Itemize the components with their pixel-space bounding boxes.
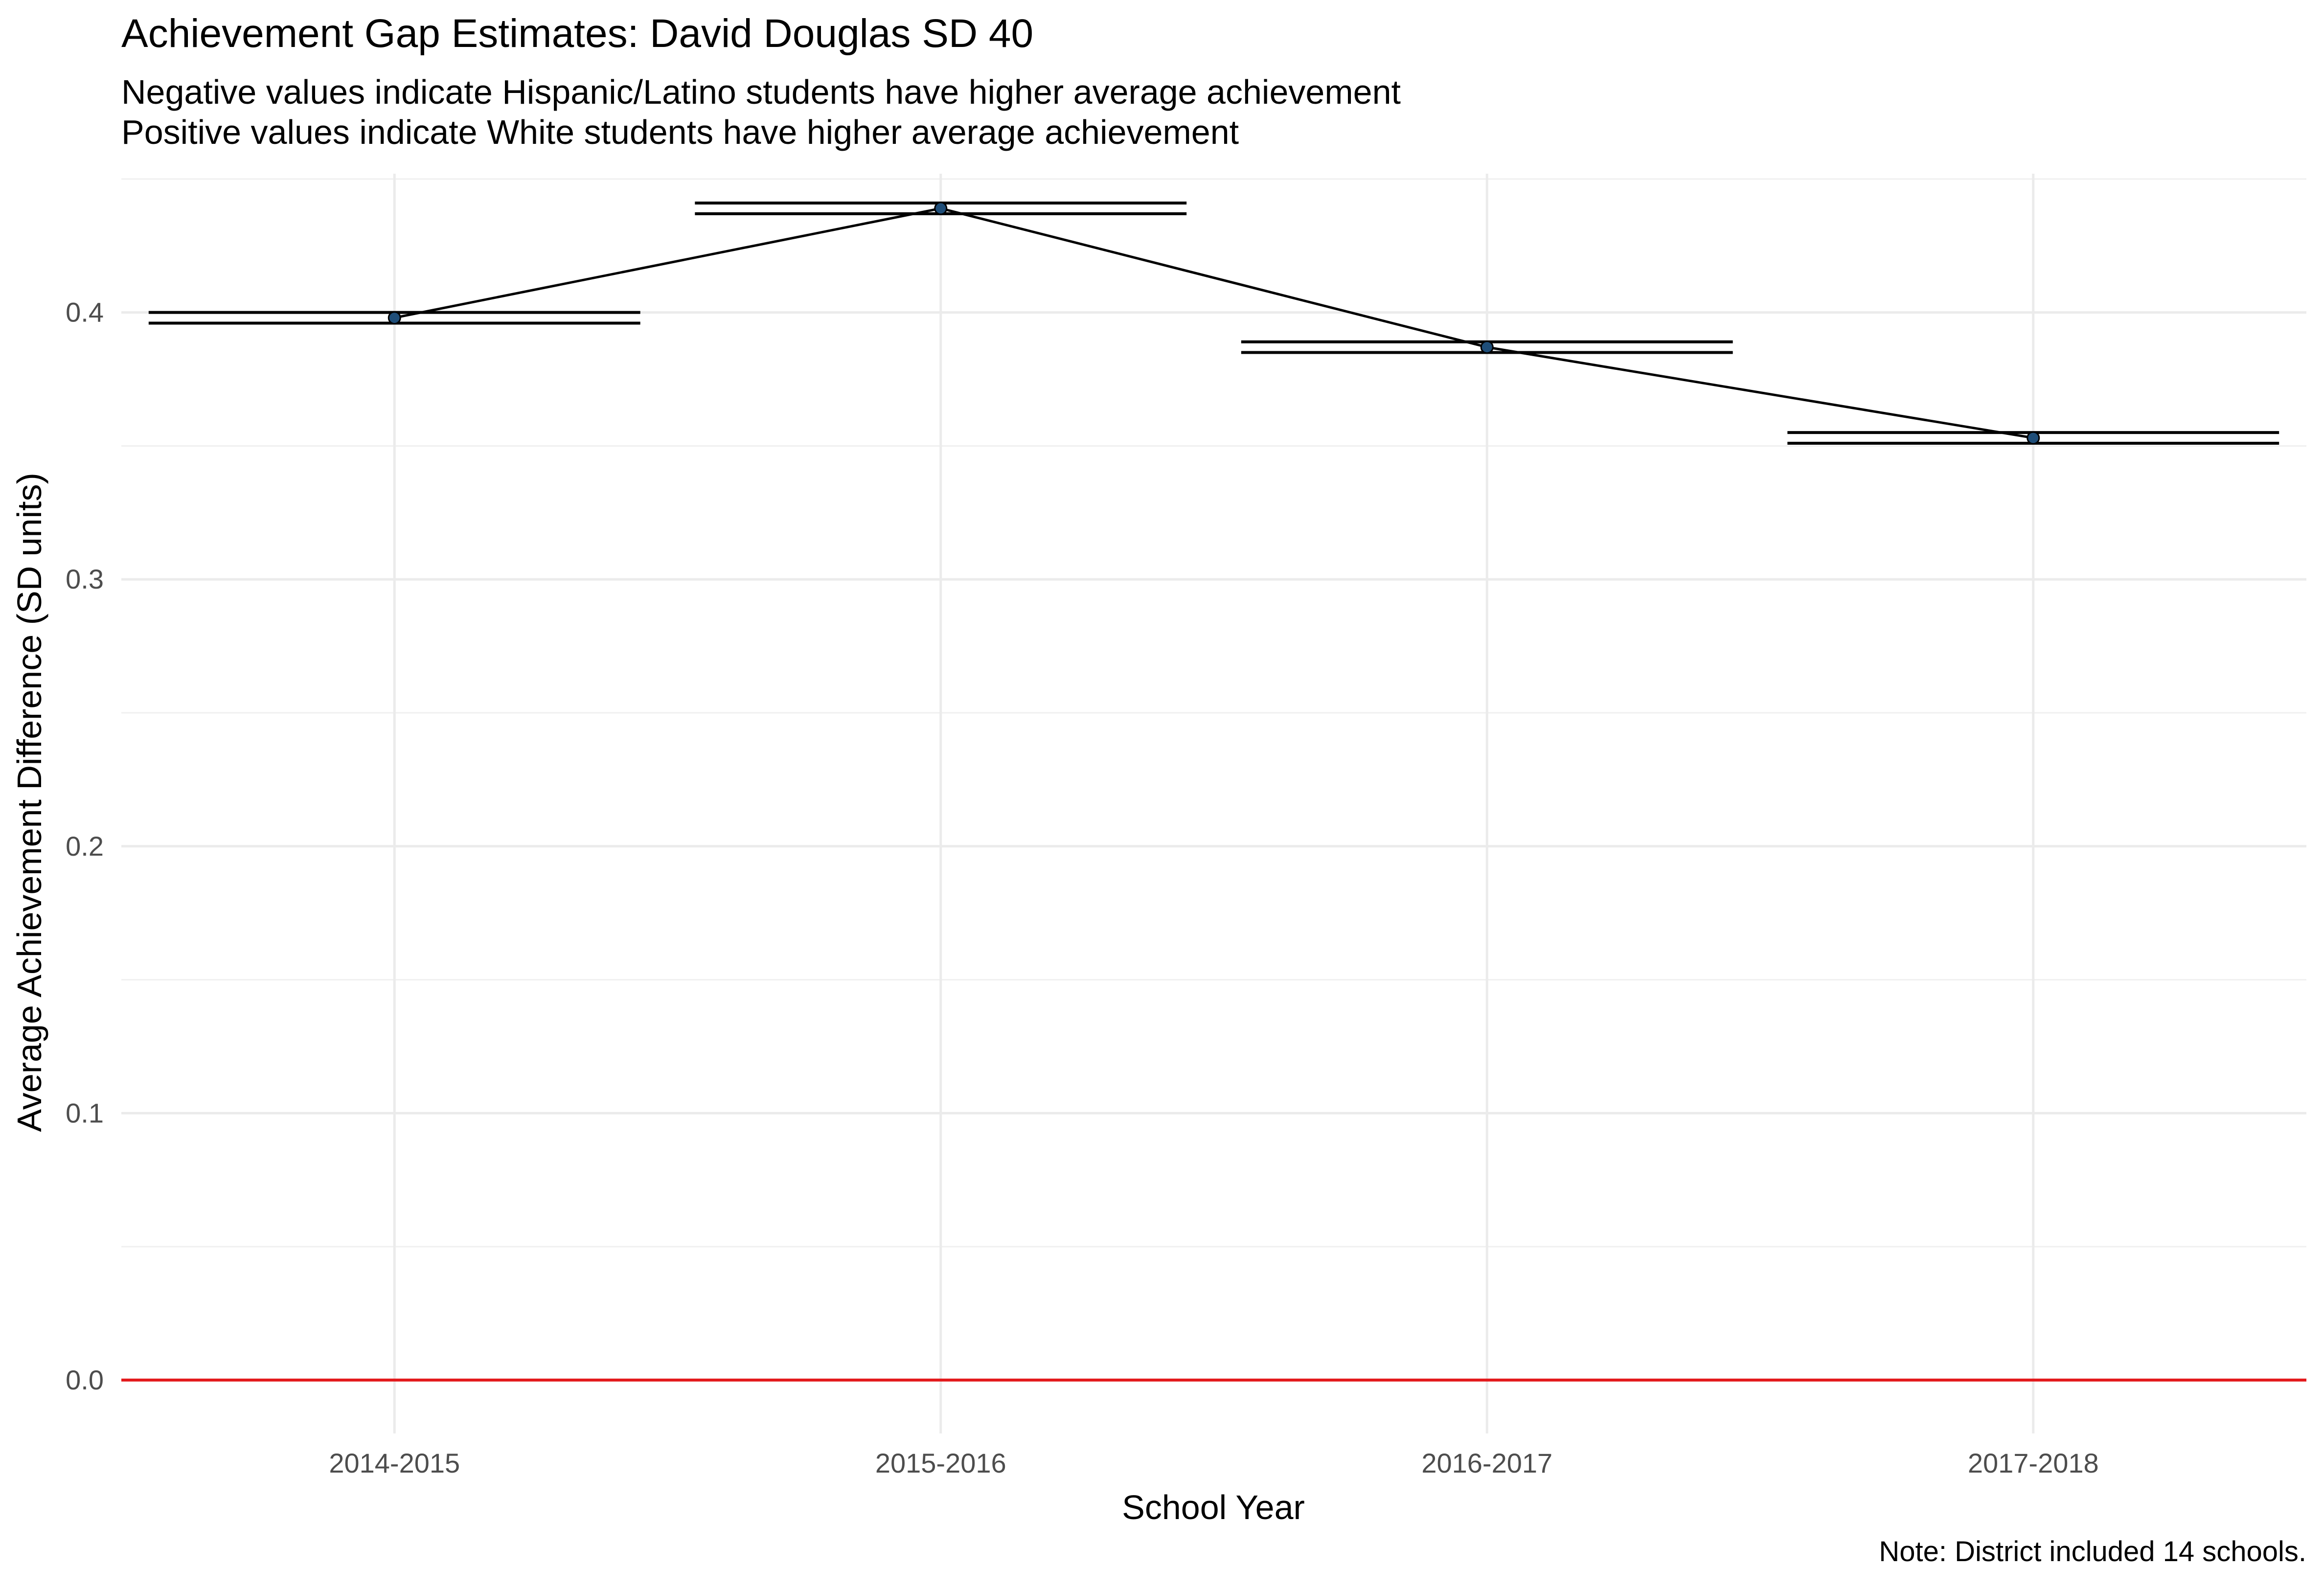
chart-title: Achievement Gap Estimates: David Douglas… [121, 11, 1034, 56]
x-tick-labels: 2014-2015 2015-2016 2016-2017 2017-2018 [329, 1448, 2098, 1478]
x-tick-label-1: 2015-2016 [875, 1448, 1006, 1478]
series-layer [148, 202, 2279, 445]
y-tick-label-4: 0.4 [66, 297, 104, 328]
chart-caption: Note: District included 14 schools. [1879, 1536, 2306, 1567]
y-tick-labels: 0.0 0.1 0.2 0.3 0.4 [66, 297, 104, 1395]
y-tick-label-1: 0.1 [66, 1097, 104, 1128]
series-line [394, 207, 2034, 439]
y-tick-label-2: 0.2 [66, 831, 104, 862]
data-point-2 [1480, 341, 1494, 354]
y-axis-title: Average Achievement Difference (SD units… [10, 473, 48, 1132]
data-point-3 [2027, 431, 2040, 445]
chart-subtitle-line-2: Positive values indicate White students … [121, 113, 1239, 151]
data-point-1 [934, 202, 948, 215]
x-tick-label-3: 2017-2018 [1968, 1448, 2099, 1478]
data-point-0 [387, 311, 401, 325]
x-axis-title: School Year [1122, 1488, 1305, 1526]
minor-gridlines [121, 178, 2306, 1248]
x-tick-label-0: 2014-2015 [329, 1448, 460, 1478]
y-tick-label-0: 0.0 [66, 1364, 104, 1395]
major-gridlines [121, 174, 2306, 1433]
chart-subtitle-line-1: Negative values indicate Hispanic/Latino… [121, 73, 1401, 111]
x-tick-label-2: 2016-2017 [1421, 1448, 1552, 1478]
y-tick-label-3: 0.3 [66, 564, 104, 594]
